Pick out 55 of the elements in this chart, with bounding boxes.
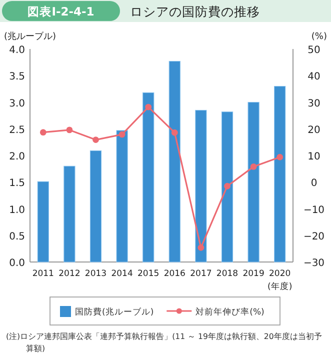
x-tick-label: 2017 — [190, 269, 212, 279]
y2-tick-label: −30 — [303, 258, 325, 269]
y2-tick-label: 50 — [308, 45, 320, 56]
x-tick-label: 2016 — [164, 269, 186, 279]
bar — [90, 150, 102, 262]
y-tick-label: 1.0 — [9, 204, 25, 216]
bar — [274, 86, 286, 262]
x-axis-title: (年度) — [268, 281, 292, 292]
bar — [168, 60, 180, 262]
point — [118, 131, 126, 138]
chart-title: ロシアの国防費の推移 — [130, 4, 260, 19]
x-tick-label: 2013 — [84, 269, 107, 279]
x-tick-label: 2012 — [58, 269, 80, 279]
y-tick-label: 3.0 — [9, 98, 25, 110]
point — [66, 126, 73, 134]
point — [198, 244, 204, 251]
y-tick-label: 0.5 — [9, 231, 25, 242]
point — [250, 163, 257, 170]
y-tick-label: 1.5 — [9, 178, 25, 190]
y-tick-label: 2.0 — [9, 152, 25, 162]
y-tick-label: 3.5 — [9, 72, 25, 83]
y2-axis-title: (%) — [311, 32, 327, 42]
y2-tick-label: 40 — [308, 72, 320, 83]
legend-label: 国防費(兆ルーブル) — [75, 306, 154, 318]
x-tick-label: 2020 — [269, 269, 291, 279]
point — [92, 136, 99, 143]
x-tick-label: 2019 — [242, 269, 264, 279]
y2-tick-label: 0 — [310, 178, 318, 190]
bar — [37, 181, 49, 262]
x-tick-label: 2011 — [32, 269, 54, 279]
bar — [221, 112, 234, 262]
point — [276, 154, 284, 160]
y-axis-title: (兆ルーブル) — [4, 31, 56, 42]
point — [40, 129, 46, 136]
x-tick-label: 2014 — [111, 269, 133, 279]
y2-tick-label: 30 — [308, 98, 320, 110]
y2-tick-label: −10 — [303, 204, 325, 216]
y2-tick-label: −20 — [303, 231, 325, 242]
point — [224, 182, 230, 190]
x-tick-label: 2018 — [216, 269, 238, 279]
bar — [248, 102, 260, 262]
text: 図表Ⅰ-2-4-1 — [28, 4, 94, 18]
y2-tick-label: 10 — [308, 152, 320, 162]
y-tick-label: 0.0 — [9, 258, 25, 269]
bar — [142, 92, 154, 262]
bar — [195, 110, 207, 262]
y-tick-label: 2.5 — [9, 124, 25, 136]
bar — [64, 166, 76, 262]
y2-tick-label: 20 — [308, 124, 320, 136]
y-tick-label: 4.0 — [9, 45, 25, 56]
bar — [116, 130, 128, 262]
point — [171, 129, 178, 136]
legend-label: 対前年伸び率(%) — [196, 306, 264, 318]
point — [145, 104, 152, 110]
x-tick-label: 2015 — [138, 269, 160, 279]
